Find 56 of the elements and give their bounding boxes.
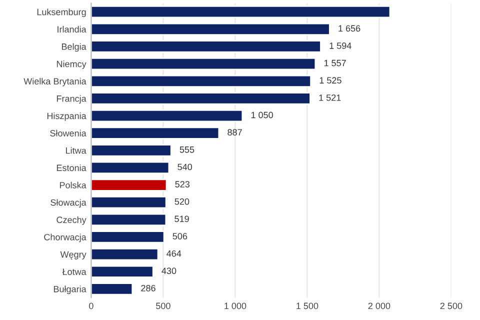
y-tick-label: Irlandia — [58, 26, 86, 33]
data-label: 1 557 — [324, 60, 346, 66]
data-label: 1 525 — [320, 77, 342, 84]
bar — [91, 178, 168, 192]
y-tick-label: Belgia — [62, 43, 86, 52]
bar — [91, 57, 316, 70]
y-tick-label: Wielka Brytania — [24, 78, 86, 86]
y-tick-label: Litwa — [66, 147, 86, 154]
y-tick-label: Francja — [56, 95, 86, 104]
y-tick-label: Niemcy — [56, 60, 86, 69]
bar — [91, 40, 322, 53]
bar — [91, 196, 167, 209]
bar — [91, 265, 154, 278]
y-tick-label: Estonia — [56, 164, 86, 172]
data-label: 519 — [174, 216, 189, 222]
y-tick-label: Słowenia — [50, 130, 86, 136]
y-tick-label: Łotwa — [62, 268, 86, 275]
data-label: 1 594 — [330, 42, 352, 49]
bar — [91, 230, 165, 244]
x-tick-label: 500 — [156, 302, 170, 310]
bar — [91, 126, 220, 140]
x-tick-label: 0 — [89, 302, 94, 310]
bar — [91, 74, 312, 88]
x-tick-label: 1 000 — [224, 302, 246, 310]
y-tick-label: Luksemburg — [37, 8, 86, 18]
bar — [91, 109, 244, 122]
data-label: 286 — [141, 284, 156, 292]
y-tick-label: Węgry — [60, 251, 86, 260]
data-label: 555 — [180, 146, 194, 153]
y-tick-label: Bułgaria — [54, 286, 86, 294]
data-label: 523 — [175, 181, 190, 188]
data-label: 464 — [166, 250, 182, 257]
data-label: 430 — [162, 268, 176, 274]
bar — [91, 6, 391, 18]
x-tick-label: 2 000 — [368, 302, 390, 310]
data-label: 540 — [178, 164, 192, 170]
data-label: 506 — [172, 233, 188, 240]
y-tick-label: Hiszpania — [47, 112, 86, 121]
bar — [91, 161, 170, 174]
data-label: 1 656 — [338, 25, 360, 32]
bar — [91, 22, 330, 36]
x-tick-label: 1 500 — [296, 302, 318, 310]
data-label: 520 — [174, 198, 190, 205]
bar — [91, 282, 134, 296]
data-label: 887 — [228, 129, 242, 136]
y-tick-label: Chorwacja — [44, 234, 86, 242]
bar — [91, 213, 167, 226]
bar — [91, 248, 159, 261]
x-tick-label: 2 500 — [440, 302, 462, 310]
bar — [91, 92, 311, 105]
y-tick-label: Polska — [60, 182, 86, 188]
y-tick-label: Słowacja — [50, 199, 86, 208]
data-label: 1 521 — [319, 94, 341, 101]
data-label: 1 050 — [251, 112, 273, 118]
y-tick-label: Czechy — [56, 216, 86, 225]
bar — [91, 144, 172, 157]
